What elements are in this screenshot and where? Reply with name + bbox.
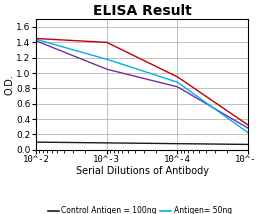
Legend: Control Antigen = 100ng, Antigen= 10ng, Antigen= 50ng, Antigen= 100ng: Control Antigen = 100ng, Antigen= 10ng, … (45, 203, 240, 214)
Y-axis label: O.D.: O.D. (5, 74, 15, 95)
Title: ELISA Result: ELISA Result (93, 4, 191, 18)
X-axis label: Serial Dilutions of Antibody: Serial Dilutions of Antibody (76, 166, 209, 176)
